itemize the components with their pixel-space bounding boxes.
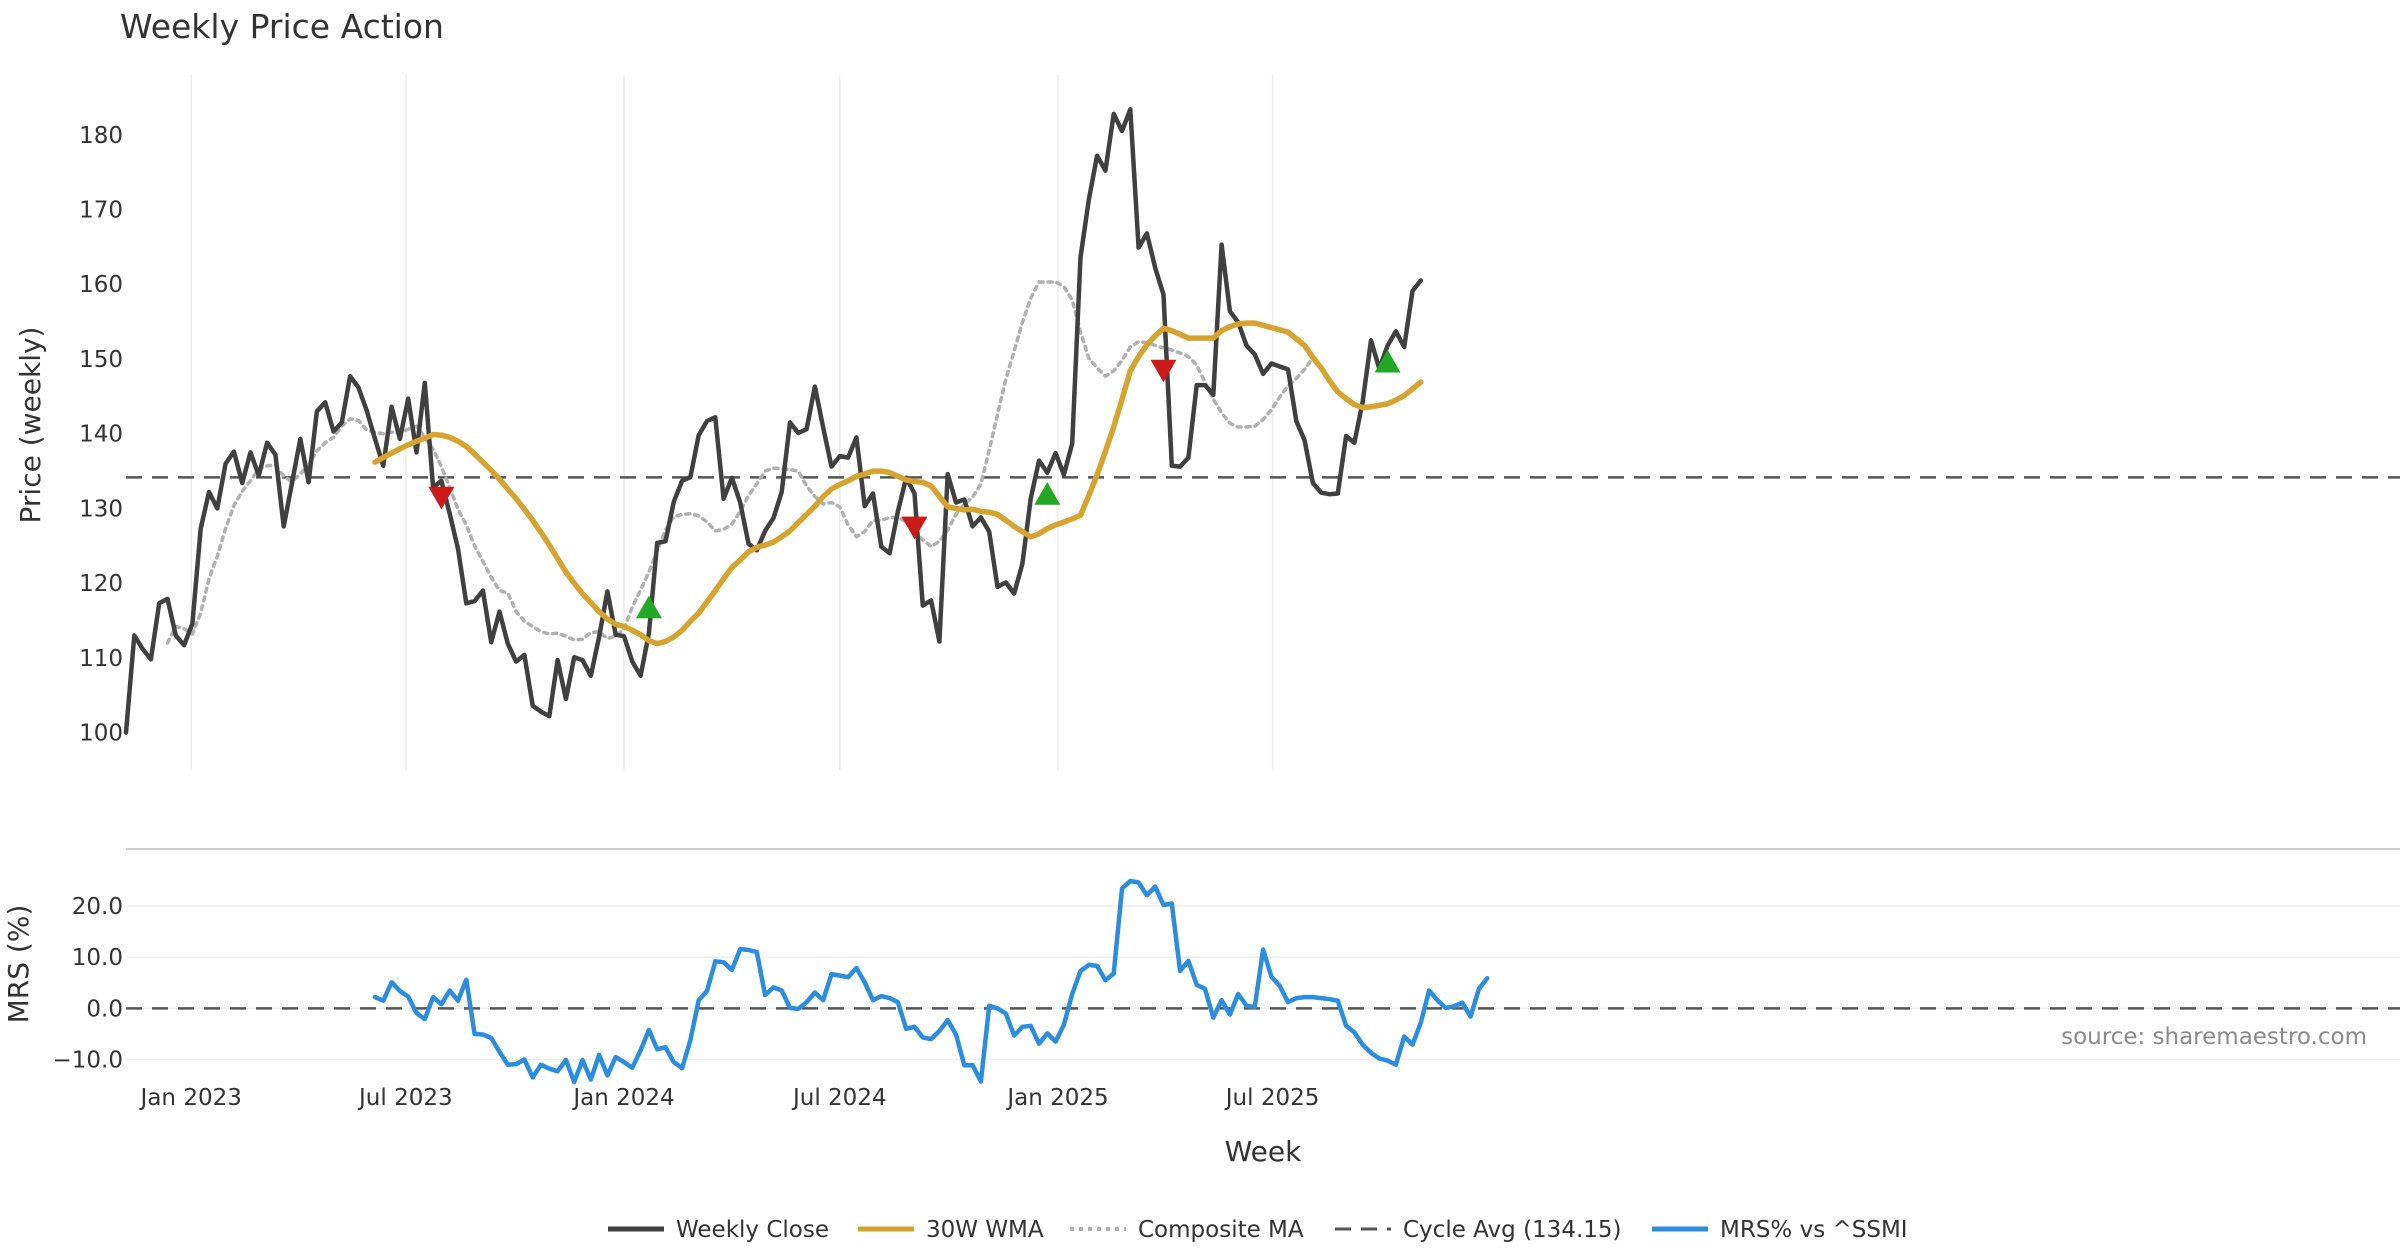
x-tick-label: Jan 2025: [1005, 1085, 1108, 1111]
legend-label: Weekly Close: [676, 1217, 829, 1243]
buy-marker: [1374, 349, 1401, 373]
price-y-tick-label: 100: [79, 721, 123, 747]
price-y-tick-label: 160: [79, 272, 123, 298]
mrs-y-axis-label: MRS (%): [2, 905, 35, 1024]
legend-label: Composite MA: [1138, 1217, 1304, 1243]
mrs-y-tick-label: −10.0: [53, 1048, 123, 1074]
x-axis-label: Week: [1225, 1135, 1302, 1168]
price-y-tick-label: 110: [79, 646, 123, 672]
markers-layer: [428, 349, 1401, 619]
price-y-tick-label: 130: [79, 496, 123, 522]
mrs-y-tick-label: 10.0: [72, 945, 123, 971]
x-tick-label: Jan 2023: [139, 1085, 242, 1111]
weekly-close-line: [123, 107, 1424, 735]
x-tick-label: Jul 2023: [357, 1085, 453, 1111]
source-note: source: sharemaestro.com: [2061, 1024, 2367, 1050]
price-y-tick-label: 120: [79, 571, 123, 597]
sell-marker: [428, 486, 455, 510]
sell-marker: [1150, 359, 1177, 383]
buy-marker: [635, 595, 662, 619]
legend-label: 30W WMA: [926, 1217, 1044, 1243]
grid-layer: [126, 75, 2400, 1061]
legend-label: MRS% vs ^SSMI: [1720, 1217, 1908, 1243]
mrs-y-tick-label: 0.0: [86, 996, 123, 1022]
legend: Weekly Close 30W WMA Composite MA Cycle Avg…: [608, 1217, 1908, 1243]
x-tick-label: Jan 2024: [571, 1085, 674, 1111]
legend-label: Cycle Avg (134.15): [1403, 1217, 1622, 1243]
sell-marker: [901, 516, 928, 540]
x-tick-label: Jul 2025: [1224, 1085, 1320, 1111]
mrs-y-tick-label: 20.0: [72, 894, 123, 920]
chart-title: Weekly Price Action: [120, 7, 444, 46]
price-y-tick-label: 140: [79, 422, 123, 448]
x-tick-label: Jul 2024: [791, 1085, 887, 1111]
price-y-tick-label: 150: [79, 347, 123, 373]
composite-ma-line: [165, 280, 1315, 645]
price-y-axis-label: Price (weekly): [14, 327, 47, 524]
wma-30w-line: [372, 320, 1424, 647]
buy-marker: [1034, 482, 1061, 505]
mrs-line: [372, 878, 1490, 1085]
axes-layer: Jan 2023 Jul 2023 Jan 2024 Jul 2024 Jan 2025…: [53, 123, 1320, 1111]
price-y-tick-label: 170: [79, 198, 123, 224]
price-y-tick-label: 180: [79, 123, 123, 149]
series-layer: [123, 107, 2400, 1085]
